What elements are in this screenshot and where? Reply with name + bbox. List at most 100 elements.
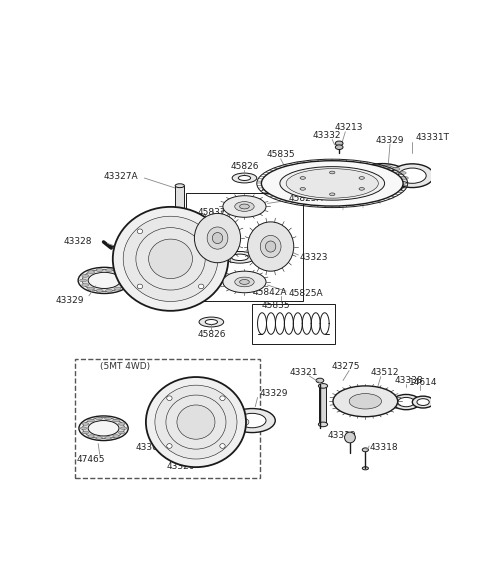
Ellipse shape [82, 269, 127, 291]
Text: 47465: 47465 [76, 455, 105, 463]
Text: 14614: 14614 [409, 377, 437, 387]
Text: 45835: 45835 [262, 301, 290, 309]
Ellipse shape [398, 181, 406, 185]
Ellipse shape [398, 171, 406, 174]
Ellipse shape [238, 418, 249, 426]
Text: 43332: 43332 [312, 131, 341, 140]
Text: 45835: 45835 [254, 240, 282, 249]
Ellipse shape [225, 252, 255, 263]
Ellipse shape [194, 214, 240, 263]
Text: 43320: 43320 [166, 462, 195, 472]
Ellipse shape [198, 284, 204, 289]
Text: 43512: 43512 [371, 369, 399, 377]
Ellipse shape [88, 271, 95, 274]
Ellipse shape [113, 207, 228, 311]
Ellipse shape [235, 277, 254, 287]
Ellipse shape [318, 384, 328, 388]
Ellipse shape [88, 419, 94, 422]
Ellipse shape [220, 443, 225, 448]
Text: 45826: 45826 [197, 330, 226, 339]
Ellipse shape [177, 405, 215, 439]
Text: 45826: 45826 [230, 162, 259, 171]
Text: 45835: 45835 [266, 150, 295, 159]
Ellipse shape [393, 167, 400, 170]
Ellipse shape [88, 273, 120, 288]
Ellipse shape [336, 141, 343, 146]
Ellipse shape [220, 255, 231, 263]
Ellipse shape [359, 177, 364, 179]
Ellipse shape [412, 396, 434, 408]
Text: 43318: 43318 [369, 443, 398, 452]
Ellipse shape [106, 290, 112, 292]
Ellipse shape [136, 228, 205, 290]
Ellipse shape [223, 196, 266, 217]
Ellipse shape [96, 417, 102, 420]
Text: 43319: 43319 [328, 432, 357, 441]
Ellipse shape [398, 168, 426, 183]
Ellipse shape [365, 185, 372, 188]
Ellipse shape [316, 378, 324, 383]
Text: 43323: 43323 [165, 216, 193, 225]
Ellipse shape [362, 448, 369, 452]
Text: 45837: 45837 [197, 208, 226, 217]
Ellipse shape [232, 173, 257, 183]
Ellipse shape [391, 164, 434, 188]
Ellipse shape [166, 395, 226, 449]
Ellipse shape [265, 241, 276, 252]
Ellipse shape [113, 419, 119, 422]
Ellipse shape [88, 435, 94, 438]
Ellipse shape [80, 427, 87, 429]
Ellipse shape [333, 386, 398, 417]
Ellipse shape [88, 421, 119, 436]
Ellipse shape [401, 177, 408, 180]
Text: 43275: 43275 [332, 362, 360, 371]
Ellipse shape [278, 176, 300, 184]
Ellipse shape [167, 443, 172, 448]
Ellipse shape [199, 317, 224, 327]
Ellipse shape [359, 187, 364, 190]
Ellipse shape [96, 437, 102, 439]
Ellipse shape [149, 239, 192, 278]
Ellipse shape [359, 166, 406, 190]
Ellipse shape [300, 177, 305, 179]
Ellipse shape [105, 417, 111, 420]
Ellipse shape [260, 235, 281, 257]
Ellipse shape [175, 184, 184, 188]
Ellipse shape [365, 169, 399, 187]
Ellipse shape [114, 287, 121, 290]
Ellipse shape [96, 290, 103, 292]
Ellipse shape [137, 284, 143, 289]
Ellipse shape [393, 185, 400, 188]
Ellipse shape [318, 422, 328, 426]
Ellipse shape [88, 287, 95, 290]
Ellipse shape [80, 279, 87, 282]
Ellipse shape [105, 437, 111, 439]
Text: 43328: 43328 [63, 238, 92, 246]
Ellipse shape [212, 232, 223, 243]
Ellipse shape [392, 394, 420, 409]
Bar [175, 185, 184, 221]
Ellipse shape [220, 396, 225, 401]
Ellipse shape [123, 216, 218, 301]
Ellipse shape [359, 171, 366, 174]
Ellipse shape [114, 271, 121, 274]
Ellipse shape [82, 422, 89, 425]
Ellipse shape [82, 284, 89, 287]
Ellipse shape [119, 431, 125, 434]
Ellipse shape [231, 254, 248, 260]
Ellipse shape [362, 467, 369, 470]
Ellipse shape [373, 188, 381, 191]
Ellipse shape [262, 161, 403, 206]
Ellipse shape [229, 408, 275, 432]
Ellipse shape [113, 435, 119, 438]
Ellipse shape [240, 280, 249, 284]
Ellipse shape [119, 422, 125, 425]
Ellipse shape [175, 218, 184, 222]
Text: 43331T: 43331T [415, 133, 449, 142]
Ellipse shape [248, 222, 294, 271]
Ellipse shape [355, 164, 410, 192]
Text: 43327A: 43327A [104, 172, 138, 181]
Text: 43329: 43329 [376, 136, 404, 144]
Ellipse shape [146, 377, 246, 467]
Circle shape [345, 432, 355, 443]
